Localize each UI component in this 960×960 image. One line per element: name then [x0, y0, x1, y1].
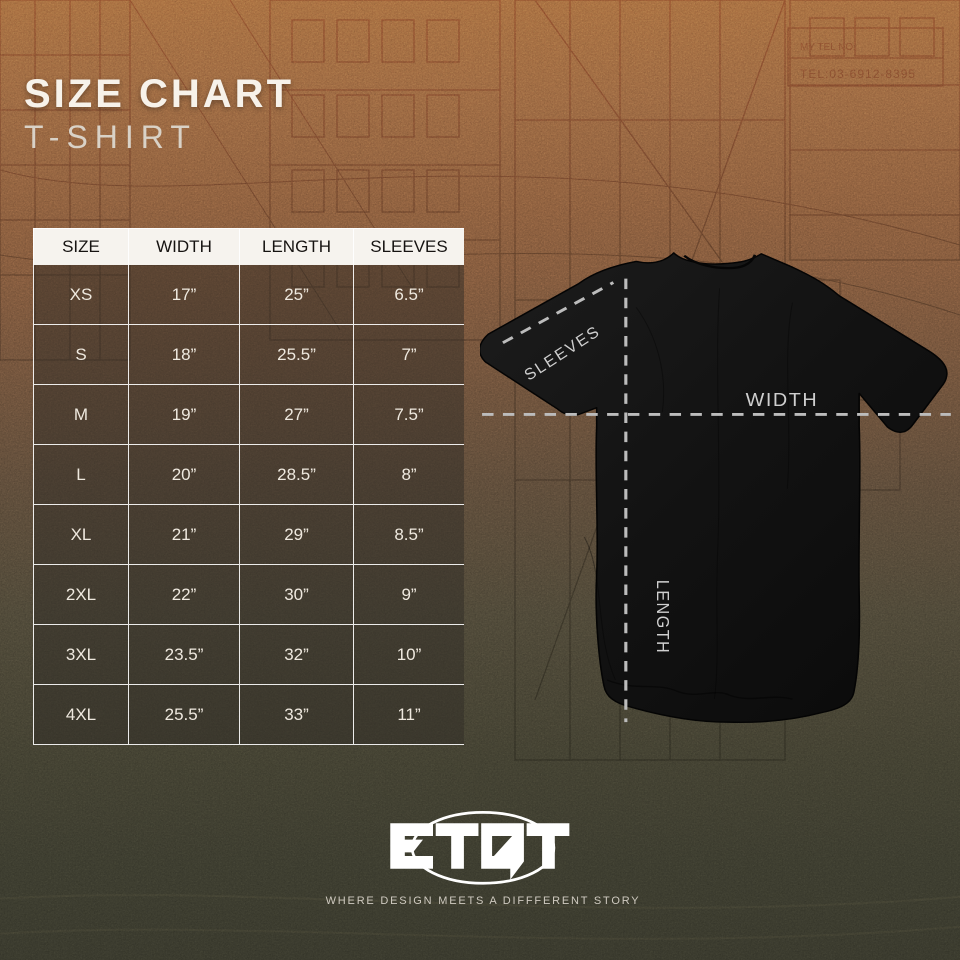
svg-text:WIDTH: WIDTH — [746, 390, 819, 410]
svg-text:LENGTH: LENGTH — [653, 580, 673, 654]
